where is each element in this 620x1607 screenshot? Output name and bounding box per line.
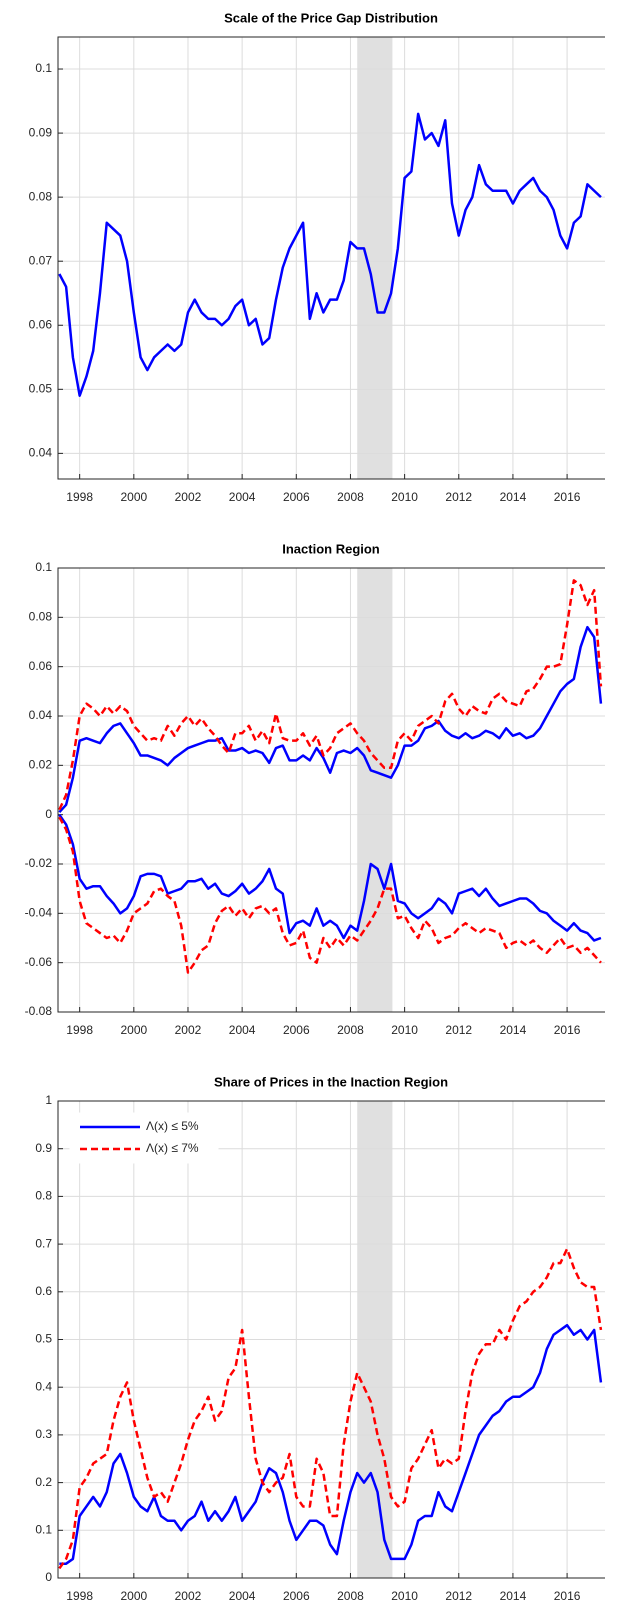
x-tick-label: 2006 — [283, 490, 310, 504]
y-tick-label: 0.04 — [29, 708, 53, 722]
y-tick-label: 0.02 — [29, 758, 53, 772]
y-tick-label: 0.09 — [29, 125, 53, 139]
x-tick-label: 2008 — [337, 1023, 364, 1037]
x-tick-label: 2004 — [229, 1023, 256, 1037]
y-tick-label: 0.1 — [35, 61, 52, 75]
shaded-span — [357, 568, 393, 1012]
y-tick-label: 0.06 — [29, 659, 53, 673]
x-tick-label: 1998 — [66, 1023, 93, 1037]
x-tick-label: 2010 — [391, 1023, 418, 1037]
x-tick-label: 2016 — [554, 1023, 581, 1037]
x-tick-label: 2008 — [337, 1589, 364, 1603]
x-tick-label: 2000 — [120, 1589, 147, 1603]
x-tick-label: 2004 — [229, 1589, 256, 1603]
y-tick-label: 1 — [45, 1093, 52, 1107]
x-tick-label: 2006 — [283, 1023, 310, 1037]
x-tick-label: 2014 — [500, 1589, 527, 1603]
y-tick-label: -0.04 — [25, 906, 53, 920]
x-tick-label: 2004 — [229, 490, 256, 504]
legend-label: Λ(x) ≤ 5% — [146, 1119, 199, 1133]
x-tick-label: 2006 — [283, 1589, 310, 1603]
y-tick-label: -0.08 — [25, 1004, 53, 1018]
x-tick-label: 2002 — [175, 490, 202, 504]
x-tick-label: 2002 — [175, 1589, 202, 1603]
legend-label: Λ(x) ≤ 7% — [146, 1141, 199, 1155]
y-tick-label: 0.5 — [35, 1332, 52, 1346]
axis-frame — [57, 36, 605, 480]
x-tick-label: 2012 — [445, 1589, 472, 1603]
x-tick-label: 2008 — [337, 490, 364, 504]
data-line — [58, 816, 602, 974]
y-tick-label: 0.04 — [29, 446, 53, 460]
legend: Λ(x) ≤ 5% Λ(x) ≤ 7% — [69, 1112, 219, 1164]
data-line — [58, 813, 602, 942]
y-tick-label: 0.2 — [35, 1475, 52, 1489]
x-tick-label: 1998 — [66, 490, 93, 504]
x-tick-label: 2010 — [391, 1589, 418, 1603]
subplot: 0.04 0.05 0.06 0.07 0.08 0.09 0.1 1998 2000 2002 2… — [29, 10, 605, 504]
y-tick-label: 0 — [45, 1570, 52, 1584]
y-tick-label: 0.06 — [29, 317, 53, 331]
y-tick-label: 0.8 — [35, 1189, 52, 1203]
y-tick-label: 0.9 — [35, 1141, 52, 1155]
x-tick-label: 2014 — [500, 490, 527, 504]
x-tick-label: 2014 — [500, 1023, 527, 1037]
y-tick-label: 0.08 — [29, 189, 53, 203]
y-tick-label: 0.7 — [35, 1236, 52, 1250]
axis-frame — [57, 1100, 605, 1579]
x-tick-label: 2000 — [120, 490, 147, 504]
y-tick-label: 0.07 — [29, 253, 53, 267]
data-line — [58, 579, 603, 811]
chart-title: Inaction Region — [282, 541, 380, 556]
x-tick-label: 2002 — [175, 1023, 202, 1037]
shaded-span — [357, 37, 393, 479]
x-tick-label: 2012 — [445, 490, 472, 504]
y-tick-label: 0.05 — [29, 381, 53, 395]
x-tick-label: 2016 — [554, 1589, 581, 1603]
y-tick-label: -0.06 — [25, 955, 53, 969]
x-tick-label: 2012 — [445, 1023, 472, 1037]
chart-title: Share of Prices in the Inaction Region — [214, 1074, 448, 1089]
axis-frame — [57, 567, 605, 1013]
subplot: 0 0.1 0.2 0.3 0.4 0.5 0.6 0.7 0.8 0.9 1 1998 2000 200… — [35, 1074, 605, 1603]
chart-title: Scale of the Price Gap Distribution — [224, 10, 438, 25]
data-line — [59, 1323, 603, 1565]
y-tick-label: 0.08 — [29, 610, 53, 624]
y-tick-label: 0.1 — [35, 560, 52, 574]
y-tick-label: 0.1 — [35, 1522, 52, 1536]
subplot: -0.08 -0.06 -0.04 -0.02 0 0.02 0.04 0.06 0.08 0.1… — [25, 541, 605, 1037]
y-tick-label: 0 — [45, 807, 52, 821]
legend-box — [69, 1112, 219, 1164]
y-tick-label: 0.3 — [35, 1427, 52, 1441]
x-tick-label: 2010 — [391, 490, 418, 504]
x-tick-label: 2000 — [120, 1023, 147, 1037]
data-line — [58, 1247, 603, 1570]
y-tick-label: -0.02 — [25, 856, 53, 870]
y-tick-label: 0.4 — [35, 1379, 52, 1393]
x-tick-label: 1998 — [66, 1589, 93, 1603]
data-line — [58, 112, 602, 397]
x-tick-label: 2016 — [554, 490, 581, 504]
data-line — [58, 625, 603, 814]
y-tick-label: 0.6 — [35, 1284, 52, 1298]
